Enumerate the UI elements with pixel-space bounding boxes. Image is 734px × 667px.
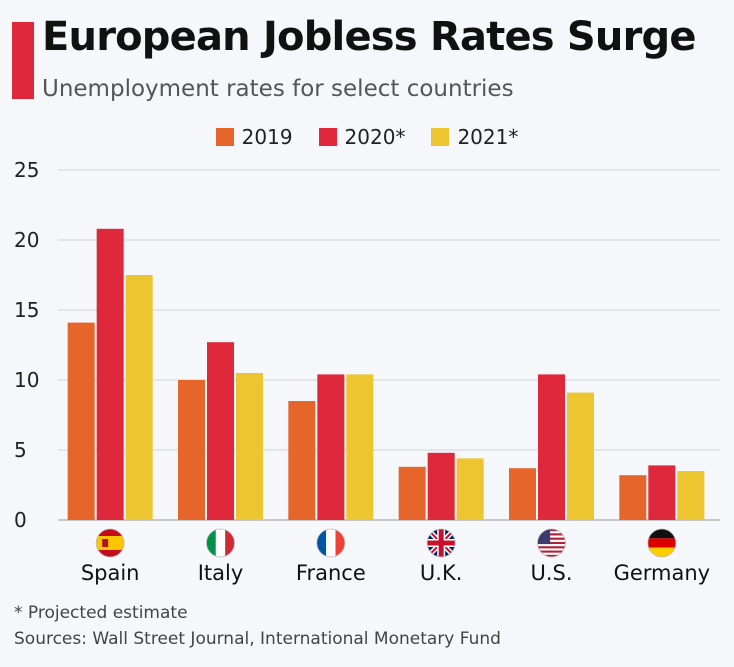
bar xyxy=(236,373,263,520)
flag-stripe xyxy=(335,529,345,557)
flag-stripe xyxy=(537,535,566,538)
x-category-label: Italy xyxy=(198,561,244,585)
flag-stripe xyxy=(537,541,566,545)
flag-body xyxy=(537,529,566,557)
flag-body xyxy=(427,529,456,557)
flag-border xyxy=(95,528,125,558)
flag-stripe xyxy=(537,533,566,536)
legend-swatch-2019 xyxy=(215,128,234,146)
flag-border xyxy=(206,528,235,558)
flag-stripe xyxy=(537,554,566,557)
title-accent-bar xyxy=(12,22,34,99)
bar xyxy=(398,466,426,520)
flag-stripe xyxy=(537,537,566,540)
flag-stripe xyxy=(537,539,566,543)
bar xyxy=(567,392,594,520)
x-category-label: Germany xyxy=(614,561,711,585)
flag-stripe xyxy=(537,550,566,553)
bar xyxy=(67,322,95,520)
flag-body xyxy=(206,529,235,557)
flag-stripe xyxy=(537,529,566,532)
flag-stripe xyxy=(647,547,676,557)
flag-stripe xyxy=(96,536,125,550)
bar xyxy=(125,275,153,520)
flag-body xyxy=(316,529,345,557)
france-flag-icon xyxy=(316,528,346,558)
bar xyxy=(317,374,345,520)
us-flag-icon xyxy=(537,528,566,558)
x-category-label: U.K. xyxy=(420,561,463,585)
x-category-label: U.S. xyxy=(530,561,572,585)
bar xyxy=(178,380,205,520)
flag-stripe xyxy=(537,548,566,551)
legend-label-2019: 2019 xyxy=(241,125,293,149)
flag-stripe xyxy=(215,529,226,557)
legend-label-2020: 2020* xyxy=(344,125,406,149)
flag-stripe xyxy=(225,529,235,557)
flag-stripe xyxy=(647,529,676,539)
y-tick-label: 5 xyxy=(14,438,27,462)
bar xyxy=(677,471,705,520)
y-tick-label: 20 xyxy=(14,228,39,252)
y-tick-label: 15 xyxy=(14,298,39,322)
footnote: * Projected estimate xyxy=(14,603,188,623)
spain-flag-icon xyxy=(95,528,125,558)
y-tick-label: 0 xyxy=(14,508,27,532)
flag-stripe xyxy=(537,546,566,549)
legend-item-2020: 2020* xyxy=(318,125,406,149)
page-title: European Jobless Rates Surge xyxy=(42,14,697,60)
bar xyxy=(288,401,316,520)
legend-swatch-2021 xyxy=(431,128,450,146)
legend-item-2021: 2021* xyxy=(431,125,518,149)
bar xyxy=(509,468,536,520)
flag-stripe xyxy=(537,552,566,556)
flag-border xyxy=(537,528,566,558)
germany-flag-icon xyxy=(647,528,677,558)
legend-item-2019: 2019 xyxy=(215,125,293,149)
bar xyxy=(456,458,484,520)
bar xyxy=(207,342,234,520)
x-category-label: France xyxy=(296,561,366,585)
bar xyxy=(96,228,124,521)
flag-stripe xyxy=(427,540,456,546)
flag-body xyxy=(96,529,125,557)
bar xyxy=(619,475,647,520)
sources-note: Sources: Wall Street Journal, Internatio… xyxy=(14,629,501,649)
flag-body xyxy=(647,529,676,557)
bar xyxy=(538,374,565,520)
legend-swatch-2020 xyxy=(318,128,337,146)
flag-stripe xyxy=(647,538,676,548)
y-tick-label: 25 xyxy=(14,158,39,182)
flag-border xyxy=(316,528,346,558)
flag-border xyxy=(426,528,456,558)
flag-stripe xyxy=(326,529,336,557)
flag-stripe xyxy=(537,544,566,547)
flag-stripe xyxy=(206,529,216,557)
chart-legend: 2019 2020* 2021* xyxy=(0,125,734,149)
flag-stripe xyxy=(537,531,566,534)
uk-flag-icon xyxy=(426,528,456,558)
italy-flag-icon xyxy=(206,528,235,558)
legend-label-2021: 2021* xyxy=(457,125,519,149)
page-subtitle: Unemployment rates for select countries xyxy=(42,76,514,102)
bar-chart: 0 5 10 15 20 25 Spain Italy France U.K. U.S. German… xyxy=(14,158,720,585)
x-category-label: Spain xyxy=(81,561,140,585)
flag-border xyxy=(647,528,677,558)
bar xyxy=(648,465,676,520)
bar xyxy=(346,374,374,520)
flag-stripe xyxy=(316,529,327,557)
bar xyxy=(427,452,455,520)
flag-stripe xyxy=(102,539,109,547)
y-tick-label: 10 xyxy=(14,368,39,392)
